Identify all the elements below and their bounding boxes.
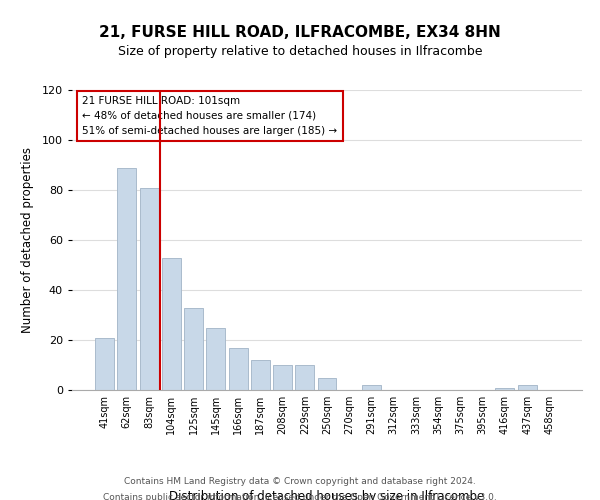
Bar (118, 168, 136, 390)
Bar (251, 360, 270, 390)
Bar (95, 338, 114, 390)
Text: 21 FURSE HILL ROAD: 101sqm
← 48% of detached houses are smaller (174)
51% of sem: 21 FURSE HILL ROAD: 101sqm ← 48% of deta… (82, 96, 337, 136)
Bar (162, 258, 181, 390)
Bar (362, 385, 381, 390)
Bar (317, 378, 337, 390)
Text: Contains public sector information licensed under the Open Government Licence v3: Contains public sector information licen… (103, 492, 497, 500)
Text: Size of property relative to detached houses in Ilfracombe: Size of property relative to detached ho… (118, 45, 482, 58)
Bar (496, 388, 514, 390)
Bar (518, 385, 536, 390)
Text: 21, FURSE HILL ROAD, ILFRACOMBE, EX34 8HN: 21, FURSE HILL ROAD, ILFRACOMBE, EX34 8H… (99, 25, 501, 40)
Bar (295, 365, 314, 390)
Text: Contains HM Land Registry data © Crown copyright and database right 2024.: Contains HM Land Registry data © Crown c… (124, 478, 476, 486)
Bar (184, 308, 203, 390)
Bar (273, 365, 292, 390)
Bar (229, 348, 248, 390)
Y-axis label: Number of detached properties: Number of detached properties (20, 147, 34, 333)
Bar (140, 188, 158, 390)
X-axis label: Distribution of detached houses by size in Ilfracombe: Distribution of detached houses by size … (169, 490, 485, 500)
Bar (206, 328, 225, 390)
